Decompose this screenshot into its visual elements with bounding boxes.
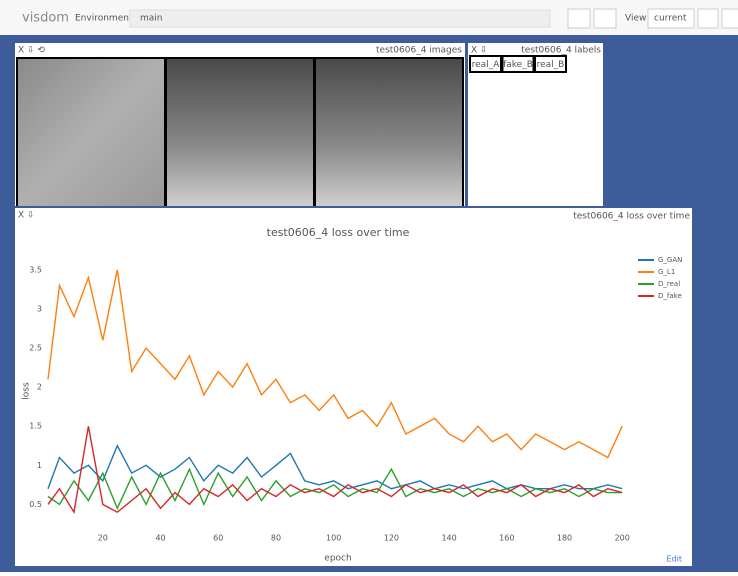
legend-label: D_real: [658, 280, 680, 288]
image: [167, 59, 313, 206]
legend-label: G_L1: [658, 268, 675, 276]
x-tick-label: 40: [155, 534, 165, 543]
legend-label: G_GAN: [658, 256, 682, 264]
x-tick-label: 180: [557, 534, 572, 543]
x-tick-label: 80: [271, 534, 281, 543]
env-value: main: [140, 14, 163, 24]
y-tick-label: 1: [37, 461, 42, 470]
pane-title: test0606_4 images: [376, 46, 462, 56]
x-tick-label: 120: [384, 534, 399, 543]
pane-controls[interactable]: X ⇩: [471, 46, 488, 56]
env-select[interactable]: [130, 10, 550, 27]
y-tick-label: 2: [37, 383, 42, 392]
label-text: fake_B: [503, 60, 533, 70]
x-tick-label: 60: [213, 534, 223, 543]
y-tick-label: 1.5: [29, 422, 42, 431]
y-tick-label: 3: [37, 304, 42, 313]
chart-title: test0606_4 loss over time: [267, 226, 410, 239]
x-tick-label: 100: [326, 534, 341, 543]
x-tick-label: 160: [499, 534, 514, 543]
y-tick-label: 0.5: [29, 500, 42, 509]
view-value: current: [654, 14, 687, 24]
legend-label: D_fake: [658, 292, 682, 300]
env-label: Environment: [75, 14, 133, 24]
save-button[interactable]: [568, 9, 590, 28]
x-tick-label: 140: [441, 534, 456, 543]
view-label: View: [625, 14, 646, 24]
folder-button[interactable]: [594, 9, 616, 28]
page: visdom Environment main View current X ⇩…: [0, 0, 738, 572]
x-axis-label: epoch: [324, 554, 351, 564]
y-tick-label: 2.5: [29, 344, 42, 353]
folder-button[interactable]: [722, 9, 738, 28]
image: [18, 59, 164, 206]
y-axis-label: loss: [22, 382, 32, 400]
x-tick-label: 200: [615, 534, 630, 543]
pane-title: test0606_4 labels: [521, 46, 601, 56]
image: [316, 59, 462, 206]
edit-link[interactable]: Edit: [667, 555, 683, 564]
grid-button[interactable]: [698, 9, 718, 28]
brand: visdom: [22, 11, 69, 26]
y-tick-label: 3.5: [29, 265, 42, 274]
label-text: real_B: [537, 60, 565, 70]
label-text: real_A: [472, 60, 501, 70]
pane-controls[interactable]: X ⇩: [18, 211, 35, 221]
pane-controls[interactable]: X ⇩ ⟲: [18, 46, 45, 56]
x-tick-label: 20: [98, 534, 108, 543]
pane-title: test0606_4 loss over time: [573, 212, 690, 222]
